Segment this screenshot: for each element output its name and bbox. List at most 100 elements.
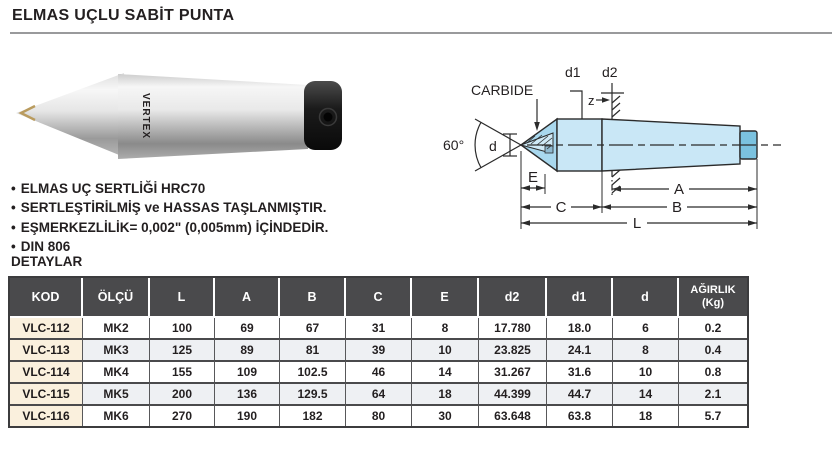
carbide-label: CARBIDE (471, 82, 533, 98)
cell-d1: 63.8 (547, 404, 613, 426)
cell-l: 200 (150, 382, 215, 404)
cell-kod: VLC-115 (10, 382, 83, 404)
col-header-d1: d1 (547, 278, 613, 318)
cell-c: 46 (346, 360, 412, 382)
cell-kod: VLC-114 (10, 360, 83, 382)
cell-d1: 24.1 (547, 338, 613, 360)
cell-a: 190 (215, 404, 280, 426)
cell-olcu: MK3 (83, 338, 150, 360)
cell-l: 155 (150, 360, 215, 382)
brand-logo: VERTEX (140, 93, 151, 139)
cell-d2: 23.825 (479, 338, 547, 360)
cell-weight: 0.8 (679, 360, 747, 382)
bullet-icon: • (11, 219, 16, 235)
table-row: VLC-113 MK3 125 89 81 39 10 23.825 24.1 … (10, 338, 747, 360)
col-header-olcu: ÖLÇÜ (83, 278, 150, 318)
photo-cone (16, 73, 124, 157)
cell-olcu: MK2 (83, 318, 150, 338)
cell-d: 8 (613, 338, 679, 360)
col-header-c: C (346, 278, 412, 318)
cell-olcu: MK6 (83, 404, 150, 426)
table-row: VLC-115 MK5 200 136 129.5 64 18 44.399 4… (10, 382, 747, 404)
cell-d: 10 (613, 360, 679, 382)
cell-kod: VLC-112 (10, 318, 83, 338)
section-heading: DETAYLAR (11, 254, 83, 269)
tip-diameter-label: d (489, 138, 497, 154)
cell-weight: 0.2 (679, 318, 747, 338)
col-header-d: d (613, 278, 679, 318)
cell-a: 89 (215, 338, 280, 360)
cell-weight: 0.4 (679, 338, 747, 360)
weight-header-line1: AĞIRLIK (690, 284, 736, 297)
cell-c: 64 (346, 382, 412, 404)
cell-a: 136 (215, 382, 280, 404)
cell-b: 67 (280, 318, 346, 338)
angle-construction (474, 118, 522, 172)
cell-d2: 44.399 (479, 382, 547, 404)
cell-d: 18 (613, 404, 679, 426)
cell-weight: 5.7 (679, 404, 747, 426)
d2-gauge-line (601, 83, 624, 119)
photo-body: VERTEX (118, 74, 308, 159)
col-header-kod: KOD (10, 278, 83, 318)
table-row: VLC-112 MK2 100 69 67 31 8 17.780 18.0 6… (10, 318, 747, 338)
cell-d1: 44.7 (547, 382, 613, 404)
spec-table: KOD ÖLÇÜ L A B C E d2 d1 d AĞIRLIK (Kg) … (8, 276, 749, 428)
col-header-l: L (150, 278, 215, 318)
feature-item: • DIN 806 (11, 237, 328, 256)
cell-c: 31 (346, 318, 412, 338)
feature-item: • SERTLEŞTİRİLMİŞ ve HASSAS TAŞLANMIŞTIR. (11, 198, 328, 217)
cell-kod: VLC-116 (10, 404, 83, 426)
bullet-icon: • (11, 200, 16, 216)
cell-b: 182 (280, 404, 346, 426)
l-dim-label: L (633, 215, 641, 232)
e-dim-label: E (528, 169, 538, 186)
table-body: VLC-112 MK2 100 69 67 31 8 17.780 18.0 6… (10, 318, 747, 426)
cell-c: 39 (346, 338, 412, 360)
feature-list: • ELMAS UÇ SERTLİĞİ HRC70 • SERTLEŞTİRİLMİ… (11, 179, 328, 257)
cell-d2: 31.267 (479, 360, 547, 382)
cell-l: 270 (150, 404, 215, 426)
cell-l: 125 (150, 338, 215, 360)
title-divider (10, 32, 832, 34)
cell-weight: 2.1 (679, 382, 747, 404)
cell-e: 8 (412, 318, 479, 338)
col-header-d2: d2 (479, 278, 547, 318)
cell-b: 102.5 (280, 360, 346, 382)
table-row: VLC-116 MK6 270 190 182 80 30 63.648 63.… (10, 404, 747, 426)
d1-label: d1 (565, 64, 581, 80)
cell-a: 69 (215, 318, 280, 338)
photo-end-cap (304, 81, 342, 150)
col-header-b: B (280, 278, 346, 318)
cell-olcu: MK5 (83, 382, 150, 404)
cell-b: 129.5 (280, 382, 346, 404)
z-label: z (588, 93, 595, 108)
d2-label: d2 (602, 64, 618, 80)
cell-b: 81 (280, 338, 346, 360)
c-dim-label: C (556, 199, 567, 216)
col-header-e: E (412, 278, 479, 318)
cell-e: 10 (412, 338, 479, 360)
bottom-gauge-line (611, 169, 621, 197)
feature-text: DIN 806 (20, 239, 71, 255)
cell-e: 18 (412, 382, 479, 404)
cell-olcu: MK4 (83, 360, 150, 382)
feature-text: EŞMERKEZLİLİK= 0,002" (0,005mm) İÇİNDEDİ… (20, 219, 329, 235)
angle-label: 60° (443, 137, 464, 153)
page-title: ELMAS UÇLU SABİT PUNTA (12, 7, 235, 24)
cell-d1: 18.0 (547, 318, 613, 338)
cell-a: 109 (215, 360, 280, 382)
bullet-icon: • (11, 181, 16, 196)
product-photo: VERTEX (16, 73, 342, 159)
cell-d: 6 (613, 318, 679, 338)
table-header: KOD ÖLÇÜ L A B C E d2 d1 d AĞIRLIK (Kg) (10, 278, 747, 318)
cell-c: 80 (346, 404, 412, 426)
cell-l: 100 (150, 318, 215, 338)
carbide-insert (519, 132, 554, 154)
col-header-weight: AĞIRLIK (Kg) (679, 278, 747, 318)
cell-d: 14 (613, 382, 679, 404)
b-dim-label: B (672, 199, 682, 216)
col-header-a: A (215, 278, 280, 318)
cell-d1: 31.6 (547, 360, 613, 382)
weight-header-line2: (Kg) (702, 297, 724, 309)
